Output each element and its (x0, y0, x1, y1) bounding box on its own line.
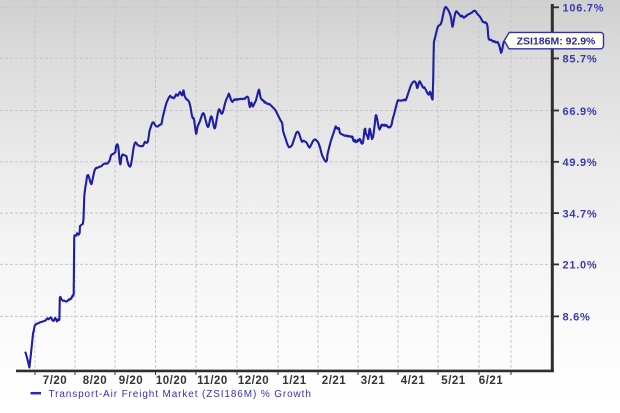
svg-text:Transport-Air Freight Market (: Transport-Air Freight Market (ZSI186M) %… (49, 389, 312, 400)
svg-text:66.9%: 66.9% (563, 106, 598, 118)
svg-text:4/21: 4/21 (401, 375, 425, 387)
svg-text:10/20: 10/20 (156, 375, 187, 387)
svg-text:1/21: 1/21 (282, 375, 306, 387)
svg-text:49.9%: 49.9% (563, 157, 598, 169)
svg-text:2/21: 2/21 (322, 375, 346, 387)
svg-text:3/21: 3/21 (361, 375, 385, 387)
svg-text:12/20: 12/20 (238, 375, 269, 387)
svg-text:106.7%: 106.7% (563, 3, 605, 15)
svg-text:8/20: 8/20 (83, 375, 107, 387)
svg-text:6/21: 6/21 (479, 375, 503, 387)
svg-text:5/21: 5/21 (441, 375, 465, 387)
svg-text:ZSI186M: 92.9%: ZSI186M: 92.9% (517, 35, 596, 47)
svg-text:8.6%: 8.6% (563, 312, 591, 324)
svg-text:85.7%: 85.7% (563, 54, 598, 66)
svg-text:34.7%: 34.7% (563, 208, 598, 220)
svg-text:21.0%: 21.0% (563, 260, 598, 272)
svg-text:7/20: 7/20 (43, 375, 67, 387)
svg-text:9/20: 9/20 (119, 375, 143, 387)
svg-text:11/20: 11/20 (197, 375, 228, 387)
